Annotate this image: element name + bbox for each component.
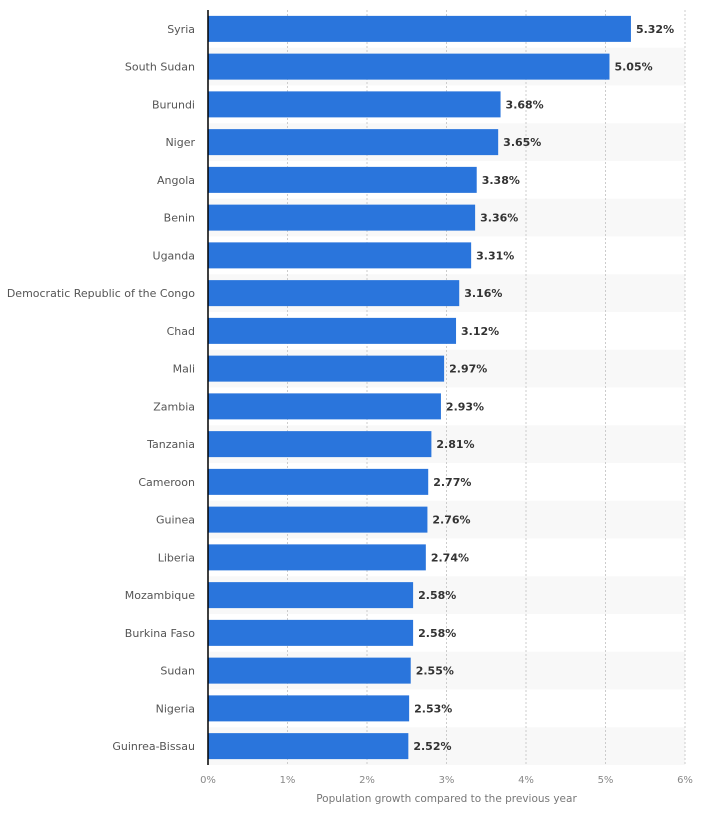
x-tick-label: 5% xyxy=(598,775,614,786)
category-label: Benin xyxy=(164,212,195,225)
x-tick-labels: 0% 1% 2% 3% 4% 5% 6% xyxy=(200,775,693,786)
bar[interactable] xyxy=(208,582,414,609)
bar[interactable] xyxy=(208,91,501,118)
bar[interactable] xyxy=(208,431,432,458)
category-label: Burundi xyxy=(152,98,195,111)
value-label: 3.65% xyxy=(503,136,541,149)
category-labels: Syria South Sudan Burundi Niger Angola Benin U… xyxy=(7,23,196,753)
x-tick-label: 0% xyxy=(200,775,216,786)
category-label: Mozambique xyxy=(125,589,195,602)
value-label: 5.05% xyxy=(614,61,652,74)
category-label: Sudan xyxy=(160,665,195,678)
category-label: South Sudan xyxy=(125,61,195,74)
bar[interactable] xyxy=(208,468,429,495)
value-label: 2.97% xyxy=(449,363,487,376)
x-tick-label: 1% xyxy=(280,775,296,786)
value-label: 2.77% xyxy=(433,476,471,489)
value-label: 2.55% xyxy=(416,665,454,678)
bar[interactable] xyxy=(208,53,610,80)
bar[interactable] xyxy=(208,204,476,231)
category-label: Burkina Faso xyxy=(125,627,195,640)
bar[interactable] xyxy=(208,506,428,533)
bar[interactable] xyxy=(208,15,631,42)
x-tick-label: 4% xyxy=(518,775,534,786)
bar[interactable] xyxy=(208,280,460,307)
bar[interactable] xyxy=(208,166,477,193)
bar[interactable] xyxy=(208,242,472,269)
x-tick-label: 3% xyxy=(439,775,455,786)
category-label: Liberia xyxy=(158,551,195,564)
category-label: Zambia xyxy=(153,400,195,413)
value-label: 2.93% xyxy=(446,400,484,413)
value-label: 2.58% xyxy=(418,627,456,640)
bar[interactable] xyxy=(208,317,457,344)
value-label: 5.32% xyxy=(636,23,674,36)
category-label: Guinea xyxy=(156,514,195,527)
category-label: Cameroon xyxy=(138,476,195,489)
value-label: 2.53% xyxy=(414,702,452,715)
value-label: 2.81% xyxy=(436,438,474,451)
bar[interactable] xyxy=(208,393,441,420)
value-labels: 5.32% 5.05% 3.68% 3.65% 3.38% 3.36% 3.31% 3.16%… xyxy=(413,23,674,753)
bar[interactable] xyxy=(208,733,409,760)
category-label: Syria xyxy=(167,23,195,36)
x-tick-label: 6% xyxy=(677,775,693,786)
value-label: 2.74% xyxy=(431,551,469,564)
bar[interactable] xyxy=(208,355,445,382)
value-label: 3.36% xyxy=(480,212,518,225)
category-label: Uganda xyxy=(153,249,195,262)
value-label: 2.52% xyxy=(413,740,451,753)
value-label: 2.76% xyxy=(432,514,470,527)
value-label: 3.12% xyxy=(461,325,499,338)
value-label: 2.58% xyxy=(418,589,456,602)
bar[interactable] xyxy=(208,695,410,722)
bars xyxy=(208,15,631,760)
x-axis-title: Population growth compared to the previo… xyxy=(316,793,577,805)
category-label: Guinrea-Bissau xyxy=(112,740,195,753)
category-label: Niger xyxy=(165,136,195,149)
value-label: 3.38% xyxy=(482,174,520,187)
value-label: 3.68% xyxy=(506,98,544,111)
bar[interactable] xyxy=(208,657,411,684)
value-label: 3.16% xyxy=(464,287,502,300)
bar[interactable] xyxy=(208,544,426,571)
bar[interactable] xyxy=(208,129,499,156)
category-label: Democratic Republic of the Congo xyxy=(7,287,195,300)
category-label: Nigeria xyxy=(156,702,195,715)
x-tick-label: 2% xyxy=(359,775,375,786)
bar[interactable] xyxy=(208,619,414,646)
value-label: 3.31% xyxy=(476,249,514,262)
category-label: Angola xyxy=(157,174,195,187)
category-label: Tanzania xyxy=(146,438,195,451)
category-label: Chad xyxy=(167,325,195,338)
category-label: Mali xyxy=(173,363,195,376)
